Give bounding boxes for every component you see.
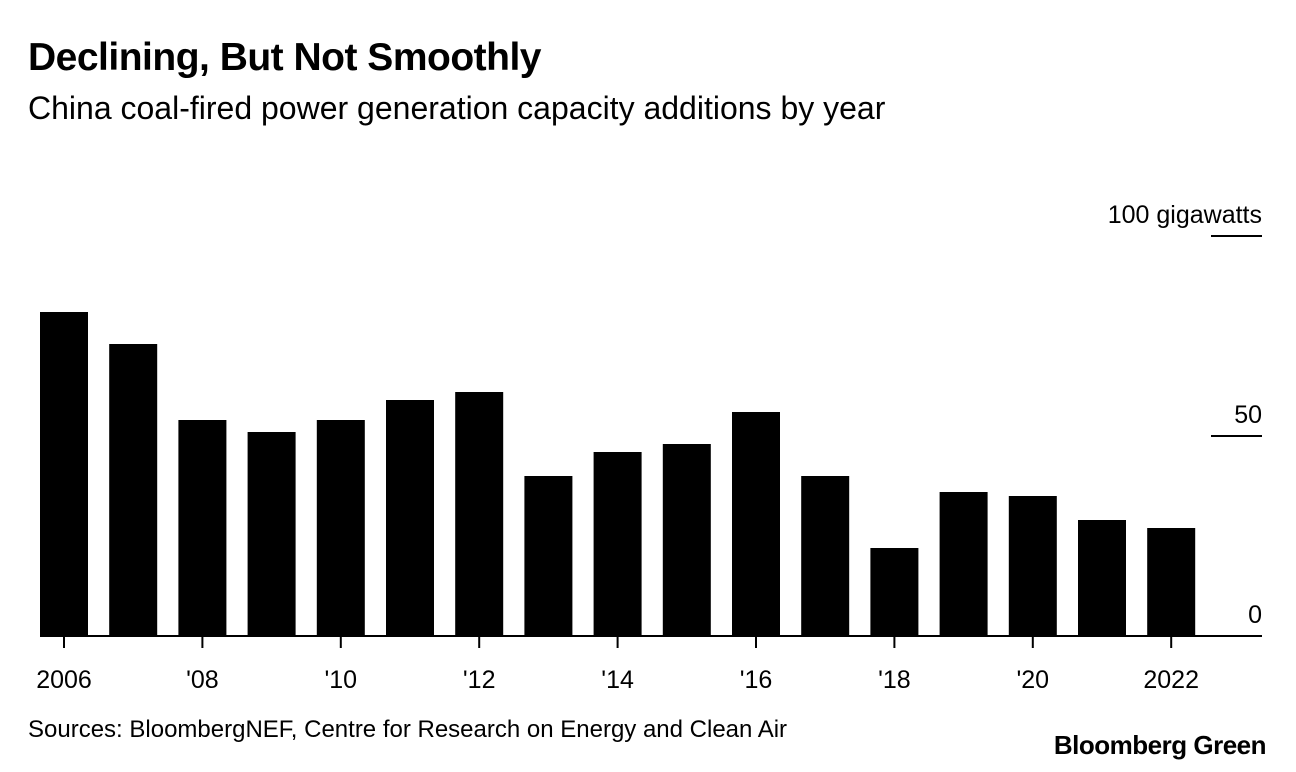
x-tick-label-2022: 2022: [1143, 666, 1199, 694]
bar-2008: [178, 420, 227, 636]
x-tick-label-2020: '20: [1017, 666, 1050, 694]
bar-2016: [732, 412, 780, 636]
bar-2012: [455, 392, 504, 636]
bar-2014: [593, 452, 642, 636]
y-axis-ticks: 100 gigawatts 50 0: [1108, 201, 1262, 629]
x-tick-label-2018: '18: [878, 666, 911, 694]
x-tick-label-2010: '10: [325, 666, 358, 694]
source-note: Sources: BloombergNEF, Centre for Resear…: [28, 716, 788, 743]
y-tick-label-100: 100 gigawatts: [1108, 201, 1262, 229]
bar-2020: [1008, 496, 1057, 636]
y-tick-label-50: 50: [1234, 401, 1262, 429]
bar-2011: [386, 400, 434, 636]
bar-2015: [662, 444, 711, 636]
x-axis-ticks: 2006 '08 '10 '12 '14 '16 '18 '20 2022: [36, 636, 1199, 694]
brand-logo: Bloomberg Green: [1053, 730, 1267, 760]
bar-2021: [1078, 520, 1126, 636]
bar-2006: [40, 312, 88, 636]
x-tick-label-2014: '14: [601, 666, 634, 694]
chart-title: Declining, But Not Smoothly: [28, 36, 541, 79]
bar-2009: [247, 432, 296, 636]
bar-2017: [801, 476, 850, 636]
bars: [40, 312, 1196, 636]
x-tick-label-2006: 2006: [36, 666, 92, 694]
bar-2019: [939, 492, 988, 636]
bar-2010: [316, 420, 365, 636]
bar-2022: [1147, 528, 1196, 636]
bar-2018: [870, 548, 919, 636]
y-tick-label-0: 0: [1248, 601, 1262, 629]
chart-subtitle: China coal-fired power generation capaci…: [28, 90, 886, 126]
bar-2013: [524, 476, 573, 636]
x-tick-label-2016: '16: [740, 666, 773, 694]
x-tick-label-2008: '08: [186, 666, 219, 694]
bar-2007: [109, 344, 158, 636]
x-tick-label-2012: '12: [463, 666, 496, 694]
